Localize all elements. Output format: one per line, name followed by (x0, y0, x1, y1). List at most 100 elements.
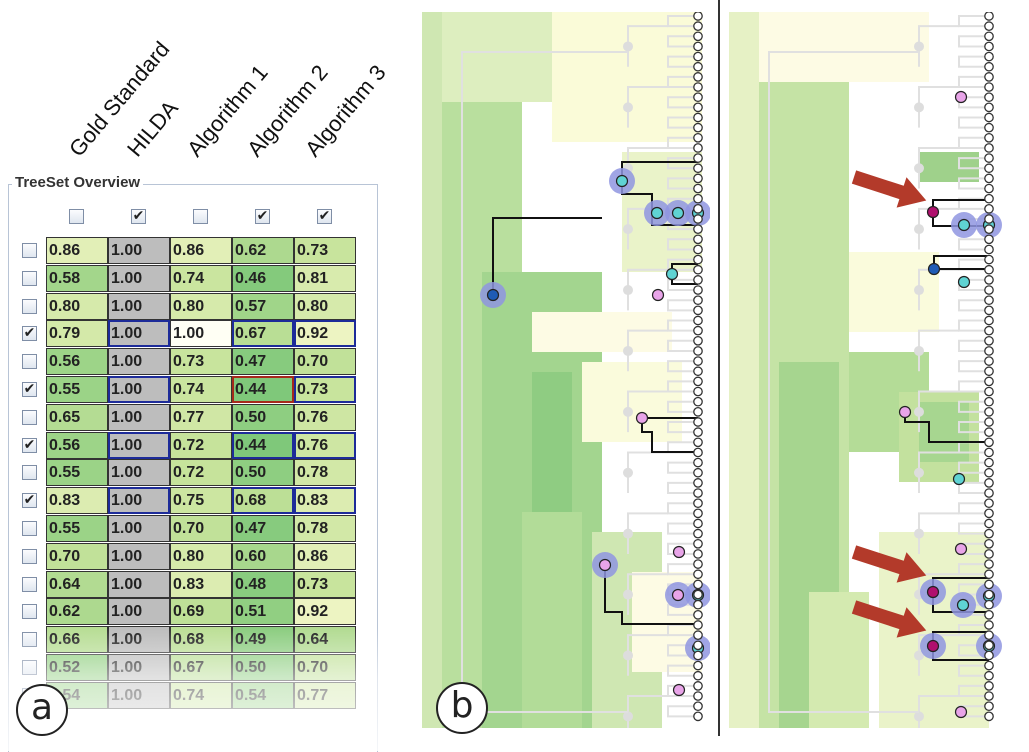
table-cell[interactable]: 1.00 (108, 487, 170, 515)
table-cell[interactable]: 1.00 (170, 320, 232, 348)
table-cell[interactable]: 0.56 (46, 431, 108, 459)
column-checkbox-5[interactable]: ✔ (317, 208, 332, 224)
row-checkbox[interactable]: ✔ (22, 325, 37, 342)
row-checkbox[interactable] (22, 521, 37, 536)
table-cell[interactable]: 0.60 (232, 542, 294, 570)
row-checkbox[interactable]: ✔ (22, 381, 37, 397)
table-cell[interactable]: 1.00 (108, 264, 170, 292)
table-cell[interactable]: 0.55 (46, 515, 108, 542)
table-cell[interactable]: 0.69 (170, 598, 232, 626)
table-cell[interactable]: 1.00 (108, 376, 170, 403)
table-cell[interactable]: 0.80 (170, 292, 232, 320)
row-checkbox[interactable] (22, 354, 37, 370)
table-cell[interactable]: 0.78 (294, 459, 356, 487)
row-checkbox[interactable]: ✔ (22, 436, 37, 453)
table-cell[interactable]: 0.50 (232, 403, 294, 431)
table-cell[interactable]: 1.00 (108, 459, 170, 487)
table-cell[interactable]: 0.62 (232, 237, 294, 264)
table-cell[interactable]: 0.50 (232, 459, 294, 487)
row-checkbox[interactable] (22, 604, 37, 620)
table-cell[interactable]: 0.76 (294, 403, 356, 431)
table-cell[interactable]: 0.78 (294, 515, 356, 542)
table-cell[interactable]: 0.51 (232, 598, 294, 626)
table-cell[interactable]: 0.81 (294, 264, 356, 292)
table-cell[interactable]: 1.00 (108, 431, 170, 459)
tree-node (623, 285, 633, 296)
table-cell[interactable]: 0.47 (232, 348, 294, 376)
row-checkbox[interactable] (22, 548, 37, 564)
table-cell[interactable]: 0.86 (170, 237, 232, 264)
table-cell[interactable]: 0.83 (294, 487, 356, 515)
table-cell[interactable]: 0.68 (232, 487, 294, 515)
table-cell[interactable]: 0.86 (46, 237, 108, 264)
table-cell[interactable]: 0.64 (46, 570, 108, 598)
table-cell[interactable]: 0.72 (170, 431, 232, 459)
table-cell[interactable]: 0.76 (294, 431, 356, 459)
table-cell[interactable]: 1.00 (108, 237, 170, 264)
table-cell[interactable]: 0.73 (294, 376, 356, 403)
table-cell[interactable]: 0.73 (294, 237, 356, 264)
table-cell[interactable]: 1.00 (108, 570, 170, 598)
table-cell[interactable]: 0.48 (232, 570, 294, 598)
table-cell[interactable]: 0.92 (294, 320, 356, 348)
column-checkbox-3[interactable] (193, 209, 208, 224)
table-cell[interactable]: 0.73 (170, 348, 232, 376)
table-cell[interactable]: 0.74 (170, 264, 232, 292)
column-checkbox-4[interactable]: ✔ (255, 208, 270, 224)
tree-view-right[interactable] (729, 12, 1013, 728)
row-checkbox[interactable] (22, 270, 37, 286)
leaf-node (693, 478, 703, 488)
table-cell[interactable]: 0.70 (170, 515, 232, 542)
leaf-node (984, 285, 994, 295)
row-checkbox[interactable] (22, 465, 37, 481)
table-cell[interactable]: 1.00 (108, 292, 170, 320)
tree-edge (958, 136, 989, 149)
table-cell[interactable]: 0.46 (232, 264, 294, 292)
table-cell[interactable]: 0.44 (232, 376, 294, 403)
table-cell[interactable]: 0.44 (232, 431, 294, 459)
table-cell[interactable]: 0.80 (46, 292, 108, 320)
leaf-node (693, 691, 703, 701)
table-cell[interactable]: 0.65 (46, 403, 108, 431)
column-checkbox-1[interactable] (69, 209, 84, 224)
table-cell[interactable]: 0.83 (46, 487, 108, 515)
row-checkbox[interactable] (22, 409, 37, 425)
tree-edge (958, 339, 989, 352)
table-cell[interactable]: 0.86 (294, 542, 356, 570)
table-cell[interactable]: 0.92 (294, 598, 356, 626)
table-cell[interactable]: 0.55 (46, 459, 108, 487)
table-cell[interactable]: 0.83 (170, 570, 232, 598)
table-cell[interactable]: 0.56 (46, 348, 108, 376)
table-cell[interactable]: 0.55 (46, 376, 108, 403)
table-cell[interactable]: 1.00 (108, 348, 170, 376)
table-cell[interactable]: 0.73 (294, 570, 356, 598)
table-cell[interactable]: 0.80 (170, 542, 232, 570)
row-checkbox[interactable] (22, 243, 37, 258)
row-checkbox[interactable]: ✔ (22, 492, 37, 509)
row-checkbox[interactable] (22, 298, 37, 314)
table-cell[interactable]: 0.62 (46, 598, 108, 626)
cluster-block (442, 12, 552, 102)
table-cell[interactable]: 0.70 (294, 348, 356, 376)
table-cell[interactable]: 0.75 (170, 487, 232, 515)
tree-node (914, 528, 924, 539)
tree-edge (918, 25, 959, 67)
table-cell[interactable]: 0.72 (170, 459, 232, 487)
table-cell[interactable]: 1.00 (108, 320, 170, 348)
tree-view-left[interactable] (422, 12, 710, 728)
table-cell[interactable]: 0.79 (46, 320, 108, 348)
table-cell[interactable]: 0.57 (232, 292, 294, 320)
table-cell[interactable]: 0.47 (232, 515, 294, 542)
table-cell[interactable]: 0.77 (170, 403, 232, 431)
column-checkbox-2[interactable]: ✔ (131, 208, 146, 224)
table-cell[interactable]: 0.74 (170, 376, 232, 403)
row-checkbox[interactable] (22, 576, 37, 592)
table-cell[interactable]: 1.00 (108, 542, 170, 570)
table-cell[interactable]: 1.00 (108, 598, 170, 626)
table-cell[interactable]: 1.00 (108, 515, 170, 542)
table-cell[interactable]: 0.70 (46, 542, 108, 570)
table-cell[interactable]: 0.80 (294, 292, 356, 320)
table-cell[interactable]: 0.58 (46, 264, 108, 292)
table-cell[interactable]: 0.67 (232, 320, 294, 348)
table-cell[interactable]: 1.00 (108, 403, 170, 431)
